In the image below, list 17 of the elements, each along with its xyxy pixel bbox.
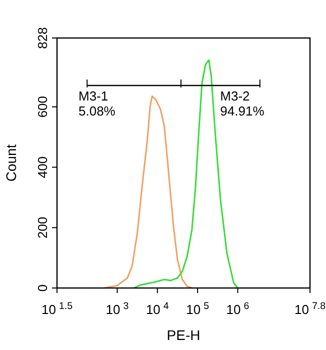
x-tick-label: 10$^{7.8}$ — [294, 300, 326, 317]
x-axis-title: PE-H — [166, 327, 200, 343]
annotation: M3-1 — [78, 88, 108, 104]
y-axis-title: Count — [3, 144, 19, 182]
annotation: M3-2 — [220, 88, 250, 104]
x-tick-label: 10$^{3}$ — [106, 300, 129, 317]
y-tick-label: 200 — [35, 216, 50, 238]
x-tick-label: 10$^{1.5}$ — [41, 300, 74, 317]
annotation: 5.08% — [78, 104, 116, 118]
annotation: 94.91% — [220, 104, 265, 118]
x-tick-label: 10$^{5}$ — [186, 300, 210, 317]
x-tick-label: 10$^{6}$ — [226, 300, 250, 317]
y-tick-label: 0 — [35, 284, 50, 292]
y-tick-label: 600 — [35, 96, 50, 118]
y-tick-label: 400 — [35, 156, 50, 178]
y-tick-label: 828 — [35, 27, 50, 49]
x-tick-label: 10$^{4}$ — [146, 300, 170, 317]
